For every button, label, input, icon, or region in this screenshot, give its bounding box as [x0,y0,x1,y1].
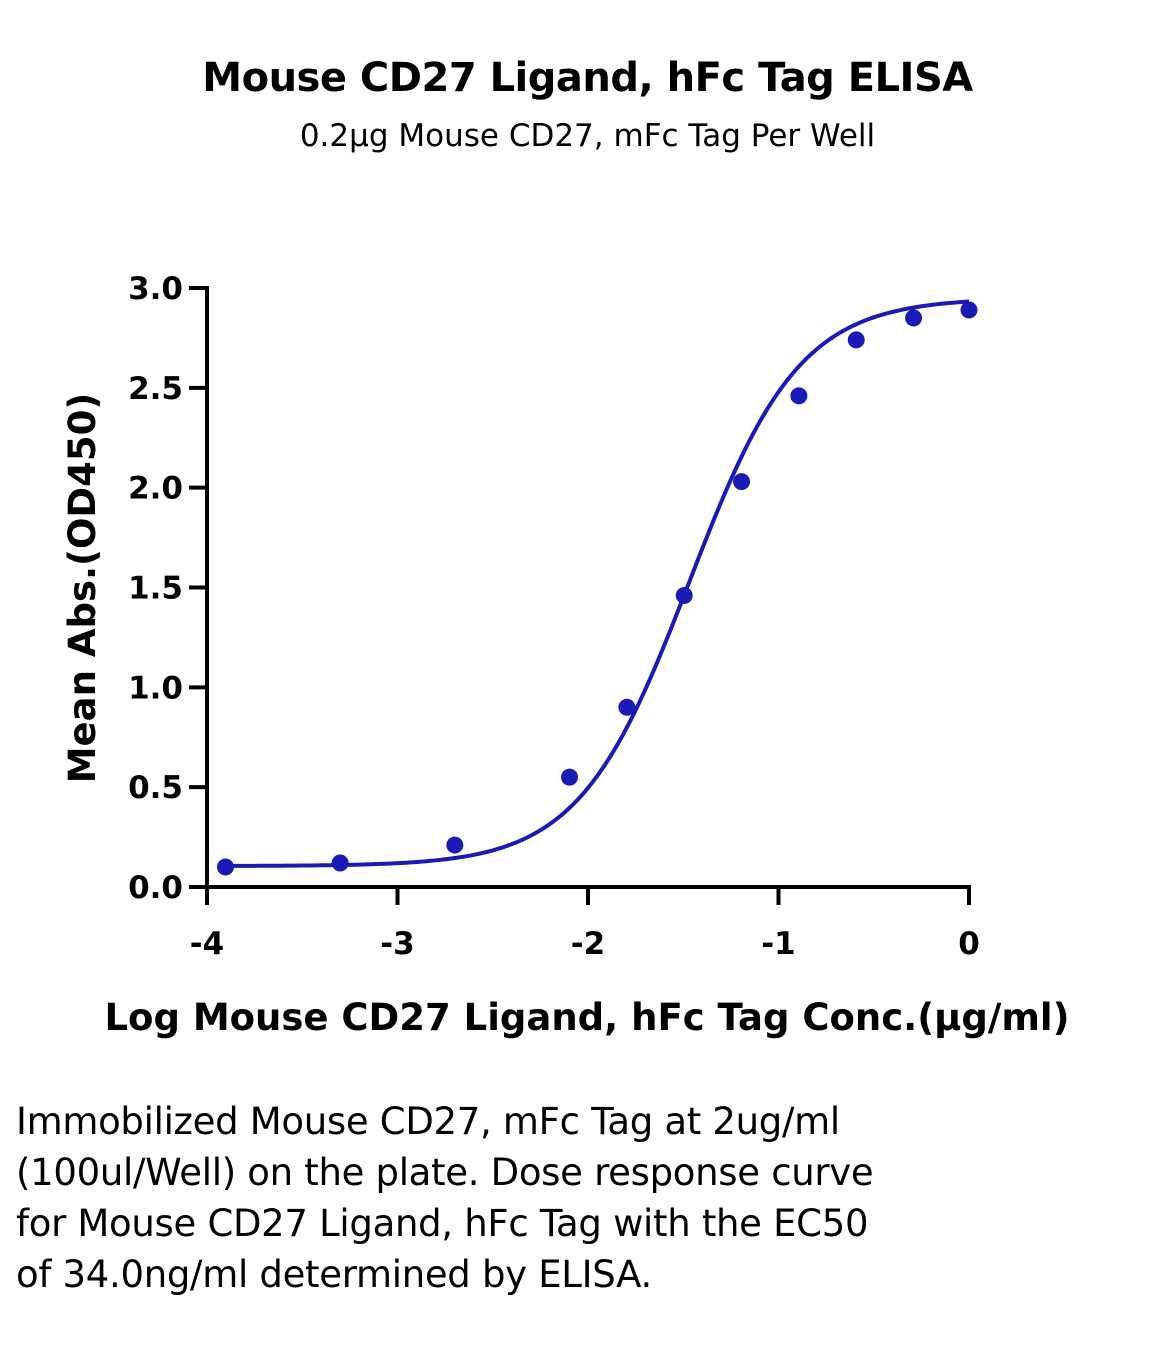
axes [189,286,971,905]
data-points [216,301,978,876]
data-point [618,698,636,716]
data-point [216,858,234,876]
x-tick-label: -3 [380,926,414,962]
chart-title: Mouse CD27 Ligand, hFc Tag ELISA [202,55,973,101]
data-point [790,387,808,405]
tick-labels: 0.0 0.5 1.0 1.5 2.0 2.5 3.0 -4 -3 -2 -1 0 [128,271,980,962]
data-point [331,854,349,872]
y-tick-label: 2.5 [128,371,183,407]
x-tick-label: 0 [958,926,980,962]
x-tick-label: -2 [571,926,605,962]
caption: Immobilized Mouse CD27, mFc Tag at 2ug/m… [16,1100,874,1296]
data-point [905,309,923,327]
x-axis-title: Log Mouse CD27 Ligand, hFc Tag Conc.(μg/… [104,996,1069,1039]
fit-curve-layer [225,299,970,868]
fit-curve [225,299,970,868]
chart-subtitle: 0.2μg Mouse CD27, mFc Tag Per Well [299,118,876,154]
x-tick-label: -4 [190,926,224,962]
y-tick-label: 0.5 [128,770,183,806]
data-point [960,301,978,319]
data-point [561,768,579,786]
data-point [675,586,693,604]
y-tick-label: 1.0 [128,670,183,706]
chart: 0.0 0.5 1.0 1.5 2.0 2.5 3.0 -4 -3 -2 -1 0 Log Mouse… [61,271,1070,1039]
y-tick-label: 0.0 [128,870,183,906]
y-tick-label: 2.0 [128,471,183,507]
data-point [847,331,865,349]
y-tick-label: 3.0 [128,271,183,307]
x-tick-label: -1 [761,926,795,962]
data-point [733,473,751,491]
y-tick-label: 1.5 [128,571,183,607]
data-point [446,836,464,854]
y-axis-title: Mean Abs.(OD450) [61,393,104,784]
